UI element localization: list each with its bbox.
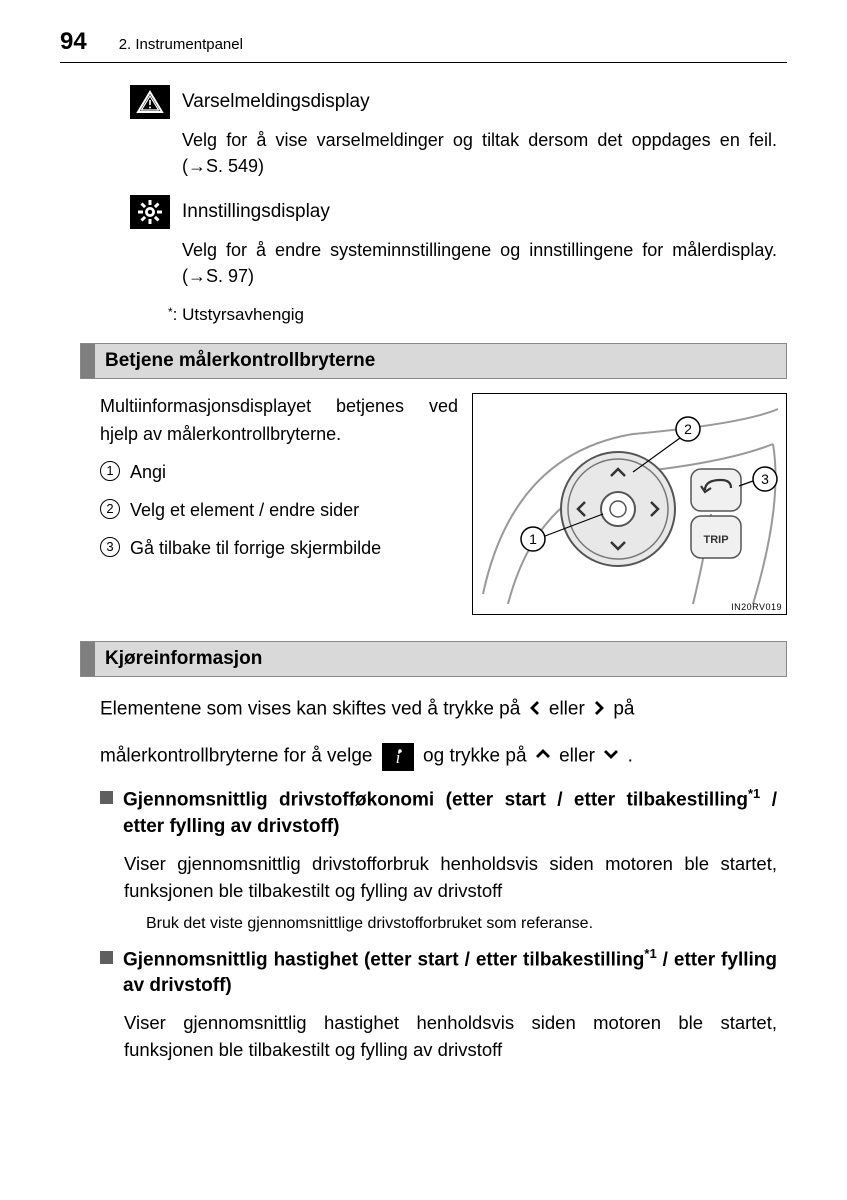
- driveinfo-line1: Elementene som vises kan skiftes ved å t…: [100, 691, 777, 728]
- display-settings-desc: Velg for å endre systeminnstillingene og…: [182, 237, 777, 289]
- chevron-down-icon: [601, 738, 621, 775]
- list-label: Gå tilbake til forrige skjermbilde: [130, 535, 381, 563]
- page-header: 94 2. Instrumentpanel: [60, 28, 787, 63]
- bullet-head: Gjennomsnittlig hastighet (etter start /…: [100, 945, 777, 1001]
- page-number: 94: [60, 28, 87, 56]
- list-item: 2 Velg et element / endre sider: [100, 497, 458, 525]
- chevron-up-icon: [533, 738, 553, 775]
- display-settings-title: Innstillingsdisplay: [182, 201, 330, 223]
- chevron-left-icon: [527, 691, 543, 728]
- square-bullet-icon: [100, 791, 113, 804]
- footnote-text: : Utstyrsavhengig: [173, 305, 304, 324]
- controls-content: Multiinformasjonsdisplayet betjenes ved …: [100, 393, 787, 615]
- list-item: 1 Angi: [100, 459, 458, 487]
- bullet-item: Gjennomsnittlig hastighet (etter start /…: [100, 945, 777, 1064]
- controls-intro: Multiinformasjonsdisplayet betjenes ved …: [100, 393, 458, 449]
- controls-text-col: Multiinformasjonsdisplayet betjenes ved …: [100, 393, 458, 572]
- svg-text:TRIP: TRIP: [703, 534, 728, 546]
- display-warning-row: Varselmeldingsdisplay: [130, 85, 787, 119]
- list-label: Angi: [130, 459, 166, 487]
- circled-1-icon: 1: [100, 461, 120, 481]
- info-icon: i: [382, 743, 414, 771]
- section-bar: [81, 344, 95, 378]
- bullet-body: Viser gjennomsnittlig drivstofforbruk he…: [124, 851, 777, 905]
- diagram-id: IN20RV019: [731, 602, 782, 612]
- bullet-section: Gjennomsnittlig drivstofføkonomi (etter …: [100, 785, 777, 1063]
- bullet-note: Bruk det viste gjennomsnittlige drivstof…: [146, 915, 777, 933]
- list-item: 3 Gå tilbake til forrige skjermbilde: [100, 535, 458, 563]
- chevron-right-icon: [591, 691, 607, 728]
- display-warning-title: Varselmeldingsdisplay: [182, 91, 370, 113]
- bullet-item: Gjennomsnittlig drivstofføkonomi (etter …: [100, 785, 777, 932]
- bullet-head: Gjennomsnittlig drivstofføkonomi (etter …: [100, 785, 777, 841]
- circled-2-icon: 2: [100, 499, 120, 519]
- manual-page: 94 2. Instrumentpanel Varselmeldingsdisp…: [0, 0, 847, 1116]
- square-bullet-icon: [100, 951, 113, 964]
- display-warning-desc: Velg for å vise varselmeldinger og tilta…: [182, 127, 777, 179]
- bullet-body: Viser gjennomsnittlig hastighet henholds…: [124, 1010, 777, 1064]
- list-label: Velg et element / endre sider: [130, 497, 359, 525]
- warning-triangle-icon: [130, 85, 170, 119]
- svg-text:1: 1: [529, 531, 537, 547]
- section-header-controls: Betjene målerkontrollbryterne: [80, 343, 787, 379]
- steering-diagram: TRIP 2 3 1 IN20RV019: [472, 393, 787, 615]
- svg-text:2: 2: [684, 421, 692, 437]
- footnote: *: Utstyrsavhengig: [168, 305, 787, 325]
- circled-3-icon: 3: [100, 537, 120, 557]
- gear-icon: [130, 195, 170, 229]
- section-bar: [81, 642, 95, 676]
- section-title-controls: Betjene målerkontrollbryterne: [95, 344, 786, 378]
- controls-list: 1 Angi 2 Velg et element / endre sider 3…: [100, 459, 458, 563]
- driveinfo-line2: målerkontrollbryterne for å velge i og t…: [100, 738, 777, 775]
- display-settings-row: Innstillingsdisplay: [130, 195, 787, 229]
- chapter-title: 2. Instrumentpanel: [119, 36, 243, 53]
- section-title-driveinfo: Kjøreinformasjon: [95, 642, 786, 676]
- section-header-driveinfo: Kjøreinformasjon: [80, 641, 787, 677]
- svg-text:3: 3: [761, 471, 769, 487]
